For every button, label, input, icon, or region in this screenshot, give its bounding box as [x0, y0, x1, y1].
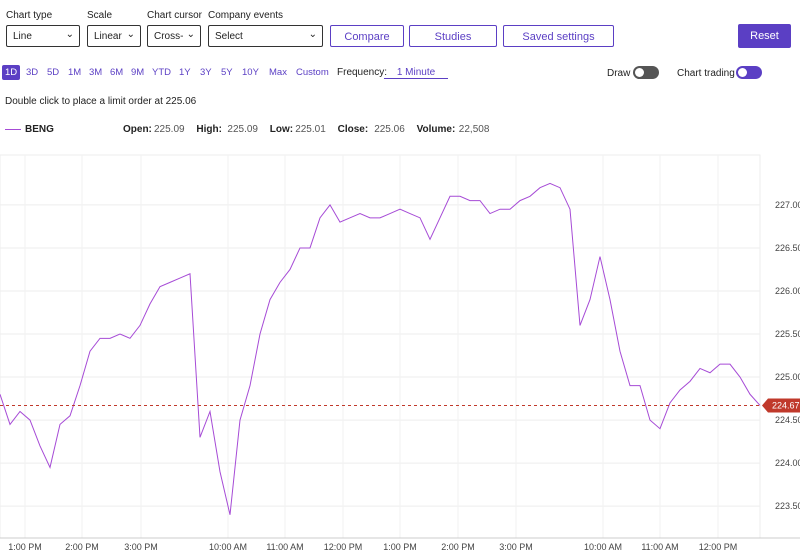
quote-label: Volume: [416, 124, 456, 135]
select[interactable]: Select ⌄ [208, 25, 323, 47]
range-button[interactable]: 9M [131, 67, 145, 78]
toggle[interactable] [633, 66, 659, 79]
quote-value: 225.01 [295, 124, 326, 135]
quote-value: 225.06 [374, 124, 405, 135]
toggle-label: Chart trading [677, 68, 735, 79]
quote-value: 22,508 [458, 124, 490, 135]
y-tick-label: 224.00 [775, 458, 800, 468]
y-tick-label: 227.00 [775, 200, 800, 210]
y-tick-label: 225.00 [775, 372, 800, 382]
x-tick-label: 10:00 AM [209, 542, 247, 552]
chart: 223.50 224.00 224.50 225.00 225.50 226.00 226.… [0, 154, 800, 552]
plot-area [0, 154, 761, 539]
x-tick-label: 10:00 AM [584, 542, 622, 552]
range-button[interactable]: 6M [110, 67, 124, 78]
y-tick-label: 226.00 [775, 286, 800, 296]
toggle[interactable] [736, 66, 762, 79]
menu-button[interactable]: Saved settings [503, 25, 614, 47]
range-button[interactable]: 10Y [242, 67, 259, 78]
menu-button[interactable]: Studies [409, 25, 497, 47]
price-tag-label: 224.67 [772, 400, 800, 410]
x-tick-label: 11:00 AM [266, 542, 303, 552]
x-tick-label: 11:00 AM [641, 542, 678, 552]
y-tick-label: 226.50 [775, 243, 800, 253]
range-button[interactable]: 1Y [179, 67, 191, 78]
x-tick-label: 3:00 PM [499, 542, 533, 552]
legend-swatch [5, 129, 21, 130]
x-tick-label: 2:00 PM [65, 542, 99, 552]
select[interactable]: Cross- ⌄ [147, 25, 201, 47]
frequency-label: Frequency: [337, 67, 388, 78]
menu-button[interactable]: Compare [330, 25, 404, 47]
range-button[interactable]: 3Y [200, 67, 212, 78]
range-button[interactable]: 5Y [221, 67, 233, 78]
toggle-label: Draw [607, 68, 631, 79]
price-line [0, 182, 761, 515]
reset-button[interactable]: Reset [738, 24, 791, 48]
control-label: Scale [87, 10, 113, 21]
x-tick-label: 2:00 PM [441, 542, 475, 552]
quote-label: Close: [337, 124, 369, 135]
range-button[interactable]: 1M [68, 67, 82, 78]
quote-label: Low: [269, 124, 294, 135]
price-tag [762, 398, 800, 413]
legend-symbol: BENG [25, 124, 54, 135]
range-button[interactable]: 3D [26, 67, 39, 78]
range-button[interactable]: Custom [296, 67, 329, 78]
select[interactable]: Linear ⌄ [87, 25, 141, 47]
quote-value: 225.09 [227, 124, 258, 135]
control-label: Chart cursor [147, 10, 203, 21]
range-button[interactable]: YTD [152, 67, 171, 78]
range-button[interactable]: Max [269, 67, 287, 78]
frequency-select[interactable]: 1 Minute [384, 67, 448, 79]
control-label: Company events [208, 10, 284, 21]
quote-label: High: [196, 124, 222, 135]
range-button[interactable]: 1D [2, 65, 21, 80]
control-label: Chart type [6, 10, 53, 21]
y-tick-label: 223.50 [775, 501, 800, 511]
x-tick-label: 12:00 PM [324, 542, 363, 552]
y-tick-label: 225.50 [775, 329, 800, 339]
x-tick-label: 1:00 PM [383, 542, 417, 552]
quote-label: Open: [123, 124, 152, 135]
quote-value: 225.09 [154, 124, 185, 135]
x-tick-label: 1:00 PM [8, 542, 42, 552]
x-tick-label: 12:00 PM [699, 542, 738, 552]
y-tick-label: 224.50 [775, 415, 800, 425]
range-button[interactable]: 3M [89, 67, 103, 78]
x-tick-label: 3:00 PM [124, 542, 158, 552]
range-button[interactable]: 5D [47, 67, 60, 78]
info-text: Double click to place a limit order at 2… [5, 96, 197, 107]
select[interactable]: Line ⌄ [6, 25, 80, 47]
